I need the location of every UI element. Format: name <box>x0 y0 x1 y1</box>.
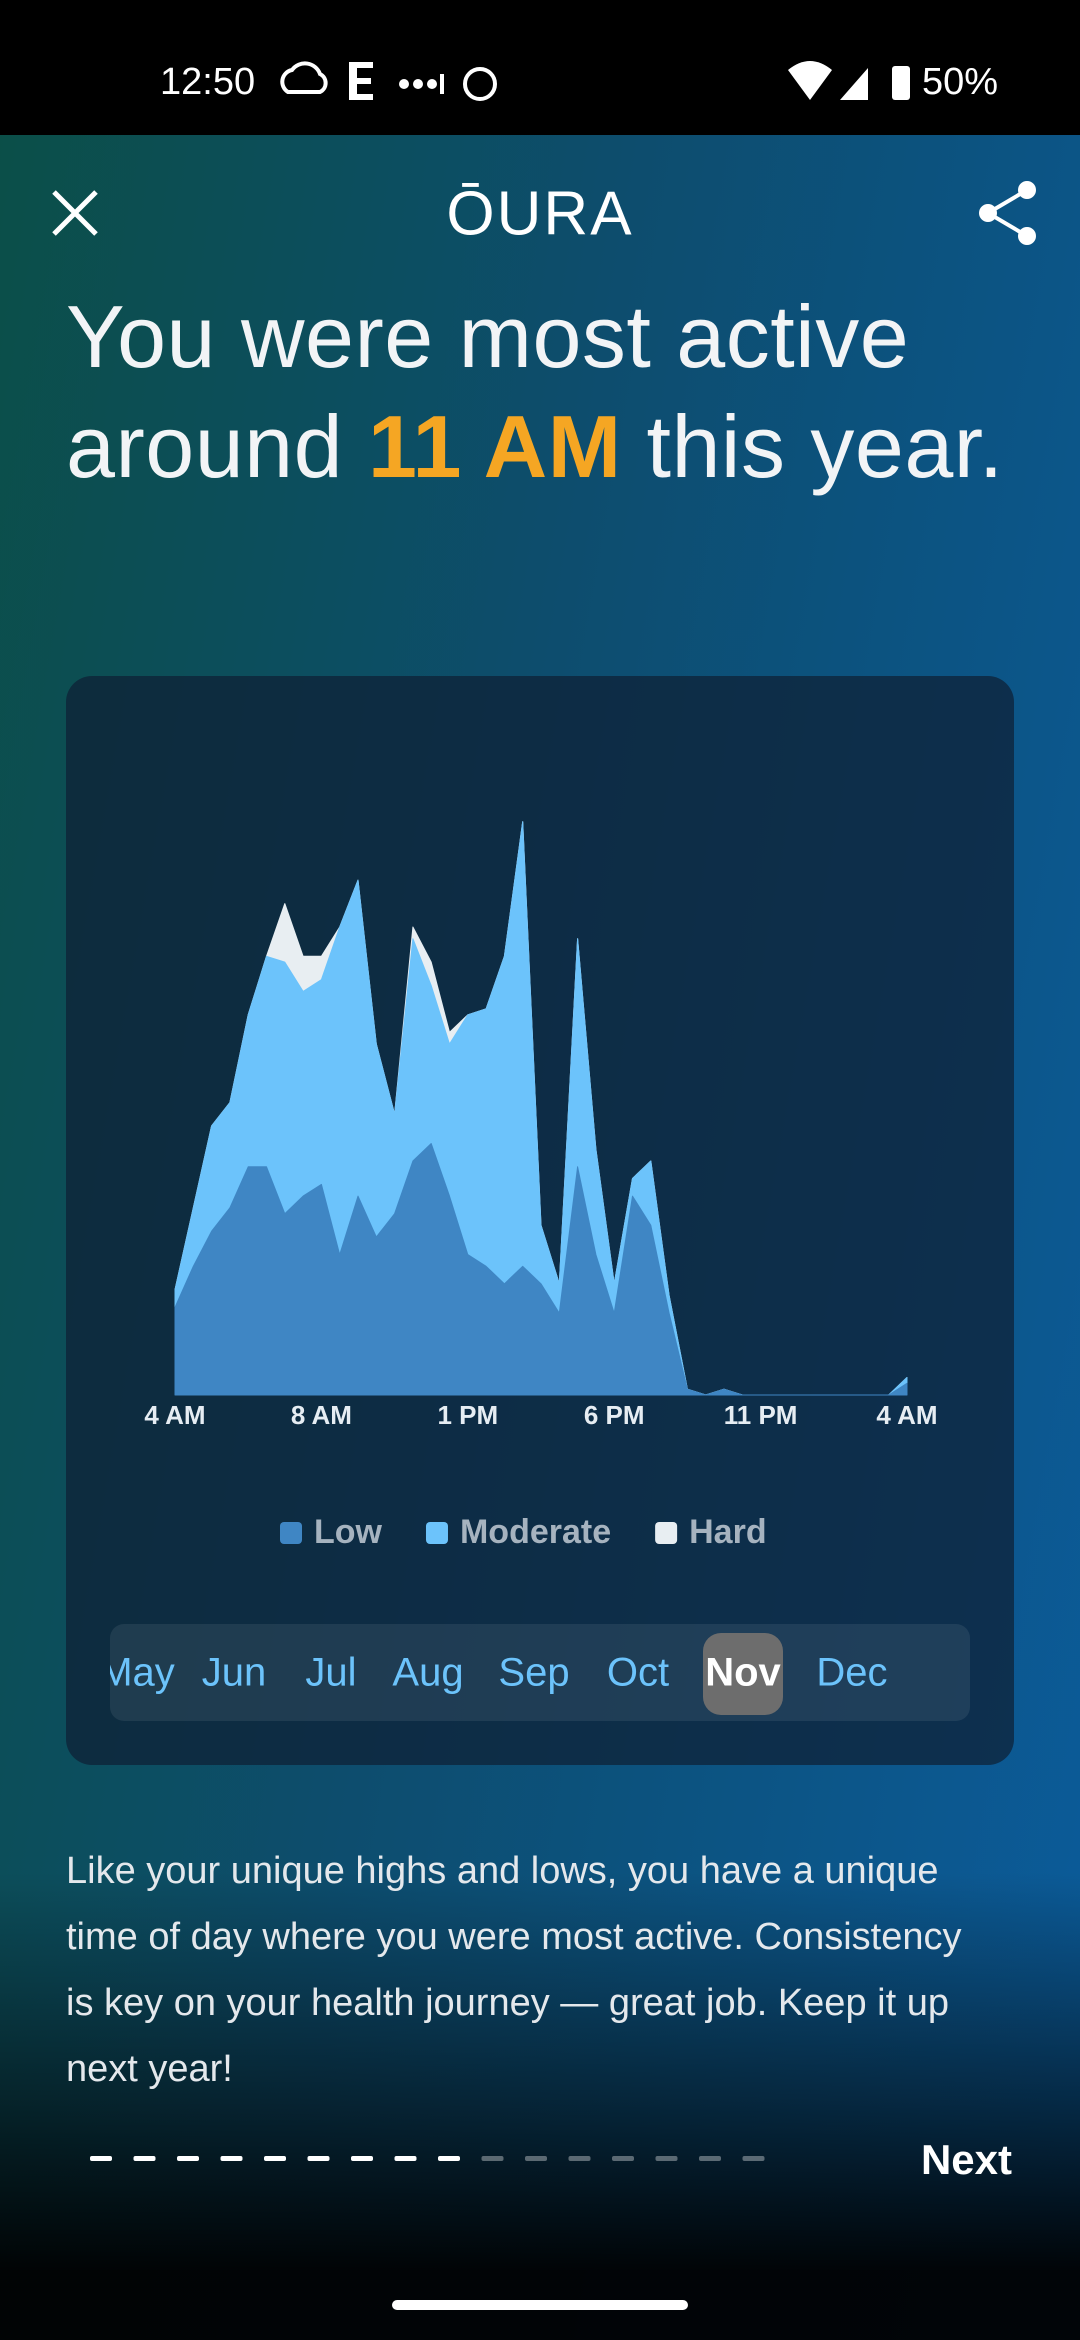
progress-dash <box>438 2156 460 2161</box>
x-tick-label: 6 PM <box>584 1400 645 1430</box>
vpn-icon <box>463 67 497 101</box>
headline: You were most active around 11 AM this y… <box>66 282 1026 502</box>
progress-dash <box>90 2156 112 2161</box>
legend: Low Moderate Hard <box>280 1513 767 1551</box>
progress-dash <box>655 2156 678 2161</box>
logo: ŌURA <box>446 179 633 248</box>
progress-dash <box>307 2156 330 2161</box>
month-tab[interactable]: Jun <box>202 1651 267 1695</box>
progress-dash <box>351 2156 373 2161</box>
month-tab[interactable]: Sep <box>498 1651 569 1695</box>
progress-dash <box>612 2156 634 2161</box>
month-tab[interactable]: Nov <box>705 1651 781 1695</box>
area <box>174 1143 908 1396</box>
x-tick-label: 4 AM <box>144 1400 205 1430</box>
headline-text: this year. <box>621 397 1004 496</box>
next-button[interactable]: Next <box>921 2136 1012 2183</box>
progress-dash <box>220 2156 243 2161</box>
body-text: Like your unique highs and lows, you hav… <box>66 1850 962 2090</box>
x-tick-label: 11 PM <box>724 1400 798 1430</box>
legend-label: Low <box>314 1513 383 1551</box>
legend-swatch <box>280 1522 302 1544</box>
headline-text: You were most active around <box>66 287 910 496</box>
month-list: May Jun Jul Aug Sep Oct Nov Dec <box>99 1633 888 1715</box>
signal-icon <box>840 68 868 100</box>
progress-dash <box>481 2156 504 2161</box>
progress-dash <box>133 2156 156 2161</box>
month-tab[interactable]: Aug <box>392 1651 463 1695</box>
cloud-icon <box>280 61 328 94</box>
progress-dash <box>568 2156 591 2161</box>
home-indicator <box>392 2300 688 2310</box>
more-icon <box>399 74 444 94</box>
headline-highlight: 11 AM <box>367 397 622 496</box>
month-tab[interactable]: Jul <box>305 1651 356 1695</box>
app-icon <box>349 62 373 100</box>
progress-dash <box>525 2156 547 2161</box>
chart: 4 AM 8 AM 1 PM 6 PM 11 PM 4 AM <box>144 821 938 1430</box>
progress-dash <box>742 2156 765 2161</box>
x-tick-label: 1 PM <box>437 1400 498 1430</box>
clock: 12:50 <box>160 61 255 103</box>
month-tab[interactable]: May <box>99 1651 175 1695</box>
close-button[interactable] <box>52 190 98 236</box>
share-button[interactable] <box>979 181 1036 245</box>
battery-icon <box>892 66 910 100</box>
x-tick-label: 8 AM <box>291 1400 352 1430</box>
legend-swatch <box>655 1522 678 1544</box>
legend-label: Hard <box>689 1513 766 1551</box>
progress-dash <box>264 2156 286 2161</box>
month-tab[interactable]: Dec <box>816 1651 887 1695</box>
legend-label: Moderate <box>460 1513 611 1551</box>
x-tick-label: 4 AM <box>876 1400 937 1430</box>
month-selected-bg <box>703 1633 783 1715</box>
progress-dash <box>699 2156 721 2161</box>
month-tab[interactable]: Oct <box>607 1651 669 1695</box>
wifi-icon <box>788 61 832 100</box>
battery-level: 50% <box>922 61 998 103</box>
progress-dash <box>394 2156 417 2161</box>
progress-dash <box>177 2156 199 2161</box>
legend-swatch <box>425 1522 448 1544</box>
progress-indicator <box>90 2156 765 2161</box>
